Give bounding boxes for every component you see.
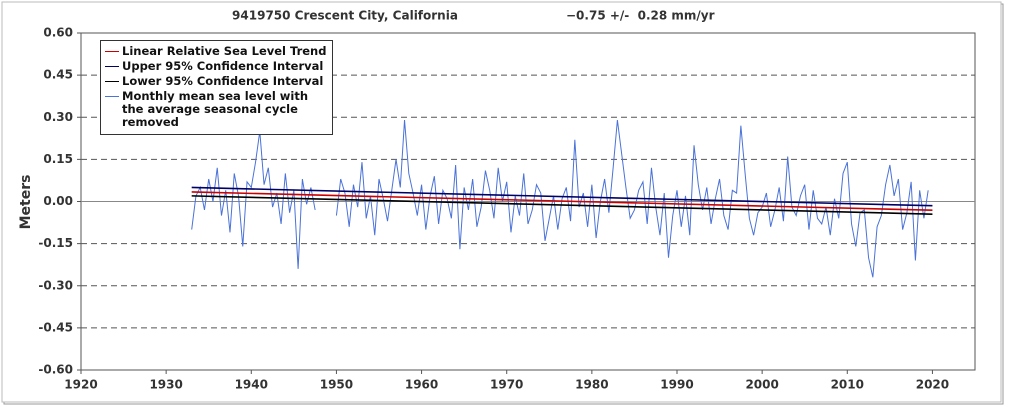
y-tick-label: -0.60: [38, 363, 73, 377]
y-axis-title: Meters: [18, 175, 34, 230]
legend-swatch: [105, 66, 119, 67]
y-tick-label: 0.15: [43, 152, 73, 166]
x-tick-label: 1920: [64, 378, 97, 392]
legend-label: Upper 95% Confidence Interval: [122, 59, 324, 73]
legend-label: Lower 95% Confidence Interval: [122, 74, 324, 88]
legend-entry: Lower 95% Confidence Interval: [101, 75, 332, 88]
x-tick-label: 2010: [831, 378, 864, 392]
y-tick-label: -0.45: [38, 320, 73, 334]
x-tick-label: 1980: [575, 378, 608, 392]
series-line: [191, 191, 933, 212]
series-line: [191, 119, 929, 278]
legend-label: Linear Relative Sea Level Trend: [122, 44, 327, 58]
legend-swatch: [105, 51, 119, 52]
legend-entry: Upper 95% Confidence Interval: [101, 60, 332, 73]
legend-swatch: [105, 81, 119, 82]
y-tick-label: -0.15: [38, 236, 73, 250]
x-tick-label: 1990: [660, 378, 693, 392]
legend-swatch: [105, 96, 119, 97]
x-tick-label: 1970: [490, 378, 523, 392]
series-line: [191, 195, 933, 215]
y-tick-label: 0.00: [43, 194, 73, 208]
series-line: [191, 186, 933, 207]
x-tick-label: 1950: [320, 378, 353, 392]
x-tick-label: 1940: [235, 378, 268, 392]
y-tick-label: 0.30: [43, 110, 73, 124]
legend-label: Monthly mean sea level with the average …: [122, 89, 309, 129]
chart-title: 9419750 Crescent City, California: [232, 9, 458, 23]
legend: Linear Relative Sea Level Trend Upper 95%…: [100, 40, 333, 135]
y-tick-label: -0.30: [38, 278, 73, 292]
legend-entry: Linear Relative Sea Level Trend: [101, 45, 332, 58]
legend-entry: Monthly mean sea level with the average …: [101, 90, 332, 129]
x-tick-label: 2020: [916, 378, 949, 392]
y-tick-label: 0.60: [43, 26, 73, 40]
x-tick-label: 1930: [149, 378, 182, 392]
chart-subtitle: −0.75 +/- 0.28 mm/yr: [566, 9, 715, 23]
x-tick-label: 1960: [405, 378, 438, 392]
x-tick-label: 2000: [745, 378, 778, 392]
y-tick-label: 0.45: [43, 68, 73, 82]
